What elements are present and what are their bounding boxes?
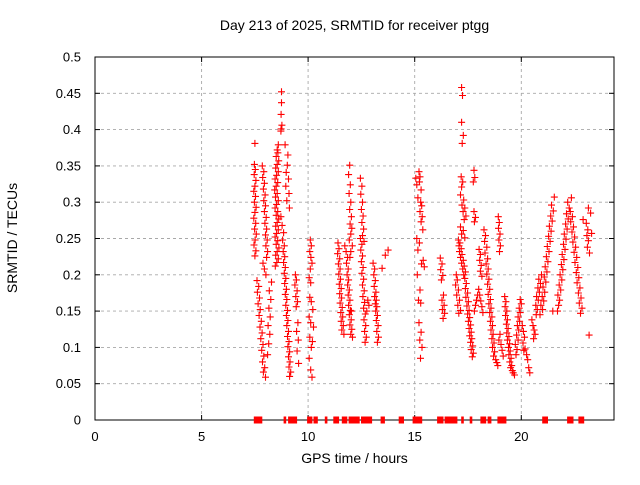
svg-text:0.05: 0.05 [56,376,81,391]
tick-marks [94,56,614,421]
svg-text:10: 10 [301,429,315,444]
svg-text:0.15: 0.15 [56,304,81,319]
y-tick-labels: 0 0.05 0.1 0.15 0.2 0.25 0.3 0.35 0.4 0.45 0.5 [56,50,81,428]
svg-text:0.5: 0.5 [63,50,81,65]
gridlines [95,57,614,420]
svg-text:15: 15 [407,429,421,444]
data-points [250,84,596,381]
x-tick-labels: 0 5 10 15 20 [91,429,528,444]
svg-text:0.45: 0.45 [56,86,81,101]
svg-text:0.2: 0.2 [63,267,81,282]
svg-text:0.4: 0.4 [63,122,81,137]
svg-text:0: 0 [74,413,81,428]
svg-text:20: 20 [514,429,528,444]
zero-markers [253,416,585,424]
svg-text:0.25: 0.25 [56,231,81,246]
y-axis-label: SRMTID / TECUs [4,183,20,293]
svg-text:0.35: 0.35 [56,158,81,173]
svg-text:0.1: 0.1 [63,340,81,355]
chart-title: Day 213 of 2025, SRMTID for receiver ptg… [220,17,489,33]
svg-text:0.3: 0.3 [63,195,81,210]
svg-text:0: 0 [91,429,98,444]
svg-text:5: 5 [198,429,205,444]
x-axis-label: GPS time / hours [301,450,408,466]
